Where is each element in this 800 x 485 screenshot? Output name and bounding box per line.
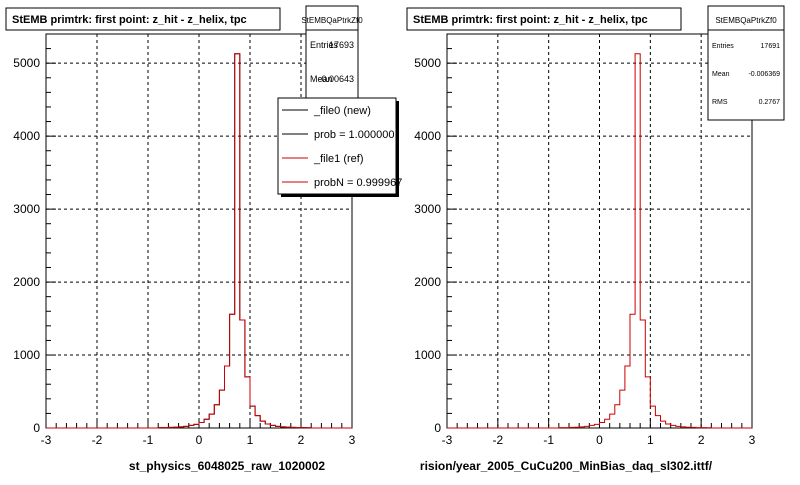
chart-title: StEMB primtrk: first point: z_hit - z_he… xyxy=(413,14,648,26)
x-tick-label: 3 xyxy=(349,433,356,447)
x-tick-label: -1 xyxy=(543,433,554,447)
x-tick-label: -1 xyxy=(143,433,154,447)
x-tick-label: 1 xyxy=(247,433,254,447)
x-tick-label: 0 xyxy=(196,433,203,447)
stats-label: Entries xyxy=(310,40,339,50)
y-tick-label: 5000 xyxy=(414,56,441,70)
legend-label: probN = 0.999967 xyxy=(314,177,402,189)
y-tick-label: 1000 xyxy=(13,348,40,362)
x-tick-label: 2 xyxy=(298,433,305,447)
stats-value: 17693 xyxy=(329,40,354,50)
y-tick-label: 5000 xyxy=(13,56,40,70)
x-tick-label: -3 xyxy=(41,433,52,447)
stats-label: Mean xyxy=(712,71,730,78)
y-tick-label: 0 xyxy=(434,421,441,435)
y-tick-label: 3000 xyxy=(13,202,40,216)
legend-label: prob = 1.000000 xyxy=(314,129,394,141)
stats-value: 0.2767 xyxy=(759,99,781,106)
x-tick-label: 3 xyxy=(749,433,756,447)
x-axis-label: rision/year_2005_CuCu200_MinBias_daq_sl3… xyxy=(420,459,713,473)
stats-value: -0.00643 xyxy=(318,74,354,84)
y-tick-label: 4000 xyxy=(414,129,441,143)
y-tick-label: 1000 xyxy=(414,348,441,362)
stats-value: 17691 xyxy=(761,43,781,50)
x-tick-label: 1 xyxy=(647,433,654,447)
chart-1 xyxy=(406,5,785,429)
x-axis-label: st_physics_6048025_raw_1020002 xyxy=(129,459,325,473)
x-tick-label: -2 xyxy=(492,433,503,447)
stats-name: StEMBQaPtrkZf0 xyxy=(301,16,363,25)
x-tick-label: -2 xyxy=(92,433,103,447)
x-tick-label: -3 xyxy=(442,433,453,447)
stats-name: StEMBQaPtrkZf0 xyxy=(715,16,777,25)
y-tick-label: 2000 xyxy=(13,275,40,289)
stats-box xyxy=(707,5,785,121)
histogram-series-1 xyxy=(46,53,352,429)
stats-value: -0.006369 xyxy=(748,71,780,78)
x-tick-label: 0 xyxy=(596,433,603,447)
plot-frame xyxy=(446,33,753,429)
x-tick-label: 2 xyxy=(698,433,705,447)
title-box xyxy=(406,7,682,31)
y-tick-label: 4000 xyxy=(13,129,40,143)
histogram-series-0 xyxy=(447,53,752,429)
title-box xyxy=(5,7,281,31)
stats-label: RMS xyxy=(712,99,728,106)
legend-label: _file1 (ref) xyxy=(313,153,364,165)
legend-box xyxy=(277,97,397,195)
legend-label: _file0 (new) xyxy=(313,105,371,117)
chart-title: StEMB primtrk: first point: z_hit - z_he… xyxy=(12,14,247,26)
chart-0 xyxy=(5,5,399,429)
y-tick-label: 3000 xyxy=(414,202,441,216)
y-tick-label: 2000 xyxy=(414,275,441,289)
stats-label: Mean xyxy=(310,74,333,84)
stats-label: Entries xyxy=(712,43,734,50)
y-tick-label: 0 xyxy=(33,421,40,435)
